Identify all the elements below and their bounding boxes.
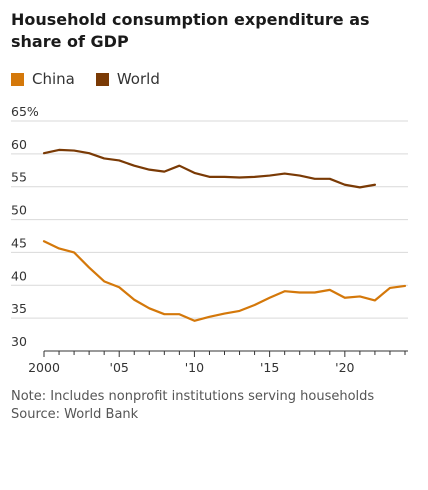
grid-lines	[11, 120, 408, 319]
y-tick-label: 35	[11, 301, 27, 316]
y-tick-label: 45	[11, 235, 27, 250]
y-tick-label: 30	[11, 334, 27, 349]
series-line-china	[42, 240, 407, 322]
legend-label-world: World	[116, 70, 160, 88]
x-tick-label: '05	[110, 360, 129, 375]
legend: China World	[11, 69, 181, 89]
chart-note: Note: Includes nonprofit institutions se…	[11, 389, 375, 404]
legend-item-world: World	[95, 70, 160, 88]
chart-title: Household consumption expenditure as sha…	[11, 10, 370, 51]
legend-swatch-china	[11, 72, 24, 86]
series-lines	[42, 148, 407, 322]
y-tick-labels: 30 35 40 45 50 55 60 65%	[11, 104, 39, 349]
legend-swatch-world	[95, 72, 109, 86]
line-chart: 30 35 40 45 50 55 60 65% 2000 '05 '10 '15 '20	[11, 104, 408, 375]
legend-label-china: China	[32, 70, 75, 88]
y-tick-label: 65%	[11, 104, 39, 119]
x-tick-labels: 2000 '05 '10 '15 '20	[28, 360, 354, 375]
series-line-world	[42, 148, 377, 189]
x-tick-label: '10	[185, 360, 204, 375]
y-tick-label: 60	[11, 137, 27, 152]
notes: Note: Includes nonprofit institutions se…	[11, 388, 411, 424]
x-tick-label: '15	[260, 360, 279, 375]
x-tick-label: 2000	[28, 360, 60, 375]
legend-item-china: China	[11, 70, 75, 88]
y-tick-label: 40	[11, 268, 27, 283]
x-tick-label: '20	[335, 360, 354, 375]
chart-source: Source: World Bank	[11, 407, 139, 422]
y-tick-label: 55	[11, 170, 27, 185]
y-tick-label: 50	[11, 203, 27, 218]
x-axis	[43, 350, 408, 357]
